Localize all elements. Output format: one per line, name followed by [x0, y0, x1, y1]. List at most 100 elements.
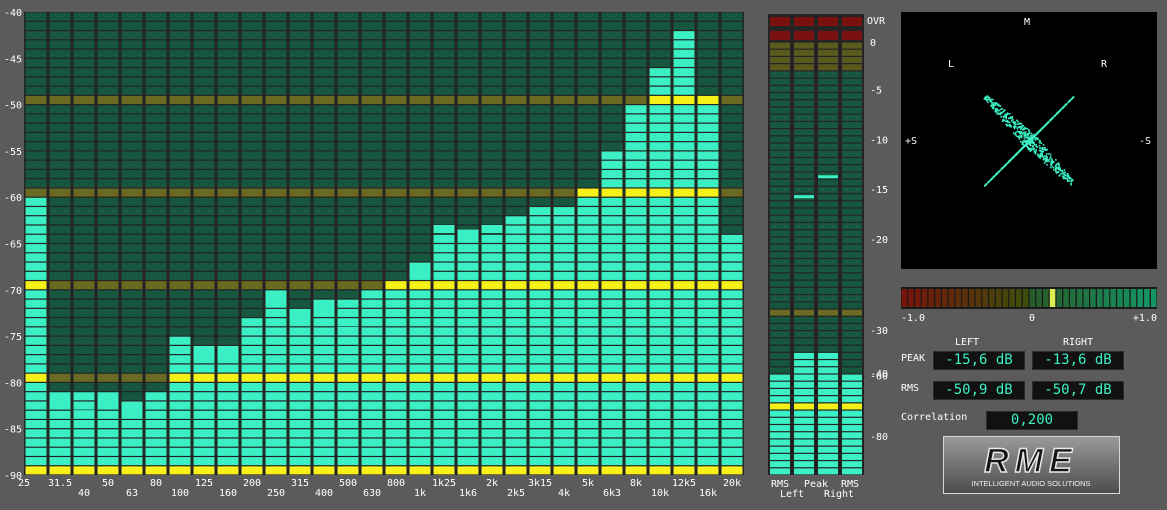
bar-segment: [289, 160, 311, 169]
bar-segment: [505, 262, 527, 271]
bar-segment: [481, 299, 503, 308]
band-bar: [625, 12, 647, 475]
bar-segment: [289, 31, 311, 40]
level-channel: [842, 17, 862, 475]
level-segment: [770, 93, 790, 100]
rme-logo: RME INTELLIGENT AUDIO SOLUTIONS: [943, 436, 1120, 494]
bar-segment: [457, 299, 479, 308]
bar-segment: [193, 142, 215, 151]
level-segment: [842, 374, 862, 381]
bar-segment: [505, 142, 527, 151]
bar-segment: [121, 142, 143, 151]
bar-segment: [121, 253, 143, 262]
bar-segment: [97, 457, 119, 466]
bar-segment: [217, 58, 239, 67]
bar-segment: [577, 31, 599, 40]
corr-segment: [1123, 289, 1130, 307]
bar-segment: [73, 68, 95, 77]
bar-segment: [457, 234, 479, 243]
bar-segment: [25, 308, 47, 317]
bar-segment: [553, 197, 575, 206]
level-segment: [818, 417, 838, 424]
level-segment: [818, 316, 838, 323]
bar-segment: [577, 457, 599, 466]
bar-segment: [193, 234, 215, 243]
level-segment: [770, 345, 790, 352]
bar-segment: [505, 410, 527, 419]
bar-segment: [553, 345, 575, 355]
bar-segment: [697, 318, 719, 327]
corr-segment: [921, 289, 928, 307]
bar-segment: [217, 114, 239, 123]
bar-segment: [529, 345, 551, 355]
bar-segment: [361, 12, 383, 21]
bar-segment: [721, 31, 743, 40]
bar-segment: [649, 281, 671, 290]
level-segment: [770, 114, 790, 121]
bar-segment: [241, 114, 263, 123]
bar-segment: [433, 105, 455, 114]
bar-segment: [505, 392, 527, 401]
level-segment: [794, 215, 814, 222]
bar-segment: [313, 49, 335, 58]
bar-segment: [121, 244, 143, 253]
band-label: 1k: [414, 488, 426, 499]
level-segment: [818, 186, 838, 193]
bar-segment: [529, 216, 551, 225]
corr-segment: [1090, 289, 1096, 307]
bar-segment: [121, 438, 143, 447]
bar-segment: [457, 151, 479, 160]
bar-segment: [577, 179, 599, 188]
level-segment: [770, 266, 790, 273]
bar-segment: [385, 12, 407, 21]
level-segment: [794, 42, 814, 49]
bar-segment: [241, 160, 263, 169]
bar-segment: [193, 383, 215, 392]
bar-segment: [697, 466, 719, 475]
bar-segment: [433, 216, 455, 225]
bar-segment: [697, 327, 719, 336]
band-bar: [289, 12, 311, 475]
bar-segment: [49, 31, 71, 40]
bar-segment: [97, 290, 119, 299]
peak-hold-segment: [289, 312, 311, 322]
bar-segment: [337, 95, 359, 104]
bar-segment: [289, 68, 311, 77]
bar-segment: [73, 197, 95, 206]
bar-segment: [409, 58, 431, 67]
bar-segment: [241, 123, 263, 132]
bar-segment: [49, 77, 71, 86]
bar-segment: [673, 355, 695, 364]
bar-segment: [529, 308, 551, 317]
bar-segment: [97, 355, 119, 364]
bar-segment: [409, 105, 431, 114]
corr-segment: [1029, 289, 1036, 307]
bar-segment: [145, 207, 167, 216]
bar-segment: [73, 466, 95, 475]
band-label: 80: [150, 478, 162, 489]
bar-segment: [25, 77, 47, 86]
bar-segment: [241, 142, 263, 151]
bar-segment: [385, 327, 407, 336]
bar-segment: [481, 429, 503, 438]
band-label: 630: [363, 488, 381, 499]
bar-segment: [289, 420, 311, 429]
bar-segment: [577, 410, 599, 419]
bar-segment: [649, 197, 671, 206]
bar-segment: [625, 151, 647, 160]
level-segment: [818, 309, 838, 316]
bar-segment: [145, 68, 167, 77]
bar-segment: [457, 132, 479, 142]
bar-segment: [625, 234, 647, 243]
bar-segment: [25, 49, 47, 58]
bar-segment: [193, 438, 215, 447]
bar-segment: [625, 271, 647, 280]
bar-segment: [529, 383, 551, 392]
bar-segment: [121, 123, 143, 132]
bar-segment: [505, 401, 527, 410]
bar-segment: [673, 123, 695, 132]
bar-segment: [721, 262, 743, 271]
bar-segment: [553, 253, 575, 262]
bar-segment: [553, 290, 575, 299]
bar-segment: [529, 355, 551, 364]
